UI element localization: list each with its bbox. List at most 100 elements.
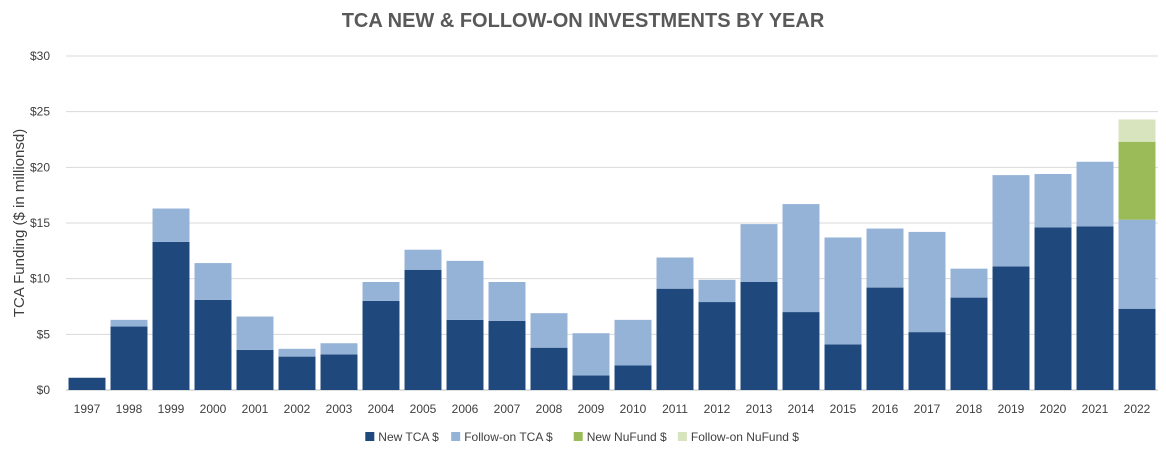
bar-segment (824, 344, 862, 390)
bar-segment (866, 287, 904, 390)
y-tick-label: $15 (30, 216, 50, 230)
x-tick-label: 2022 (1124, 402, 1151, 416)
x-tick-label: 2005 (410, 402, 437, 416)
x-tick-label: 2020 (1040, 402, 1067, 416)
bar-segment (992, 266, 1030, 390)
bar-segment (740, 282, 778, 390)
bar-segment (488, 282, 526, 321)
chart-title: TCA NEW & FOLLOW-ON INVESTMENTS BY YEAR (342, 10, 825, 32)
bar-segment (1076, 226, 1114, 390)
bar-segment (110, 319, 148, 327)
bar-segment (488, 320, 526, 390)
bar-segment (278, 348, 316, 357)
bar-segment (698, 302, 736, 390)
bar-segment (824, 237, 862, 345)
x-tick-label: 2018 (956, 402, 983, 416)
bar-segment (950, 297, 988, 390)
bar-segment (614, 365, 652, 390)
x-tick-label: 2015 (830, 402, 857, 416)
bar-segment (1118, 119, 1156, 142)
bar-segment (446, 260, 484, 320)
y-axis-label: TCA Funding ($ in millionsd) (11, 129, 28, 317)
x-tick-label: 2013 (746, 402, 773, 416)
bar-segment (908, 332, 946, 390)
bar-segment (236, 349, 274, 390)
bar-segment (446, 319, 484, 390)
x-tick-label: 2010 (620, 402, 647, 416)
y-tick-label: $0 (37, 383, 51, 397)
legend-label: New TCA $ (378, 430, 439, 444)
bar-segment (194, 299, 232, 390)
x-tick-label: 2012 (704, 402, 731, 416)
x-tick-label: 2002 (284, 402, 311, 416)
bar-segment (908, 231, 946, 333)
bar-segment (782, 204, 820, 313)
bar-segment (1034, 174, 1072, 228)
bar-segment (866, 228, 904, 288)
x-tick-label: 2016 (872, 402, 899, 416)
bar-segment (656, 288, 694, 390)
x-tick-label: 2019 (998, 402, 1025, 416)
legend-swatch (573, 432, 583, 441)
bar-segment (1118, 219, 1156, 309)
legend-label: Follow-on NuFund $ (691, 430, 799, 444)
bar-segment (320, 343, 358, 355)
bar-segment (530, 313, 568, 348)
bar-segment (572, 375, 610, 390)
bar-segment (740, 224, 778, 283)
bar-segment (152, 241, 190, 390)
x-tick-label: 2021 (1082, 402, 1109, 416)
x-tick-label: 2003 (326, 402, 353, 416)
y-tick-label: $10 (30, 272, 50, 286)
y-tick-labels: $0 $5 $10 $15 $20 $25 $30 (30, 49, 50, 397)
x-tick-labels: 1997 1998 1999 2000 2001 2002 2003 2004 2005 2006… (74, 402, 1151, 416)
bar-segment (1118, 308, 1156, 390)
bar-segment (698, 279, 736, 303)
x-tick-label: 2007 (494, 402, 521, 416)
bar-segment (278, 356, 316, 390)
bar-segment (194, 263, 232, 300)
bar-segment (656, 257, 694, 289)
x-tick-label: 2014 (788, 402, 815, 416)
legend-swatch (365, 432, 375, 441)
y-tick-label: $30 (30, 49, 50, 63)
x-tick-label: 1999 (158, 402, 185, 416)
bar-segment (152, 208, 190, 242)
bar-segment (1034, 227, 1072, 390)
bar-segment (614, 319, 652, 366)
y-tick-label: $25 (30, 105, 50, 119)
x-tick-label: 2017 (914, 402, 941, 416)
bar-segment (1118, 141, 1156, 220)
bar-segment (992, 175, 1030, 267)
bar-segment (1076, 161, 1114, 227)
y-tick-label: $20 (30, 160, 50, 174)
bar-segment (236, 316, 274, 350)
x-tick-label: 2009 (578, 402, 605, 416)
bar-segment (362, 300, 400, 390)
bar-segment (320, 354, 358, 390)
y-tick-label: $5 (37, 327, 51, 341)
legend-swatch (451, 432, 461, 441)
bar-segment (362, 282, 400, 301)
legend: New TCA $ Follow-on TCA $ New NuFund $ Foll… (365, 430, 799, 444)
legend-label: New NuFund $ (587, 430, 667, 444)
x-tick-label: 2008 (536, 402, 563, 416)
x-tick-label: 2001 (242, 402, 269, 416)
bar-segment (782, 312, 820, 390)
bar-segment (110, 326, 148, 390)
legend-swatch (677, 432, 687, 441)
bar-segment (950, 268, 988, 298)
bar-segment (404, 269, 442, 390)
bars (68, 119, 1156, 390)
x-tick-label: 2000 (200, 402, 227, 416)
bar-segment (68, 377, 106, 390)
legend-label: Follow-on TCA $ (464, 430, 553, 444)
bar-segment (404, 249, 442, 270)
bar-segment (530, 347, 568, 390)
x-tick-label: 1997 (74, 402, 101, 416)
x-tick-label: 1998 (116, 402, 143, 416)
x-tick-label: 2011 (662, 402, 688, 416)
x-tick-label: 2006 (452, 402, 479, 416)
